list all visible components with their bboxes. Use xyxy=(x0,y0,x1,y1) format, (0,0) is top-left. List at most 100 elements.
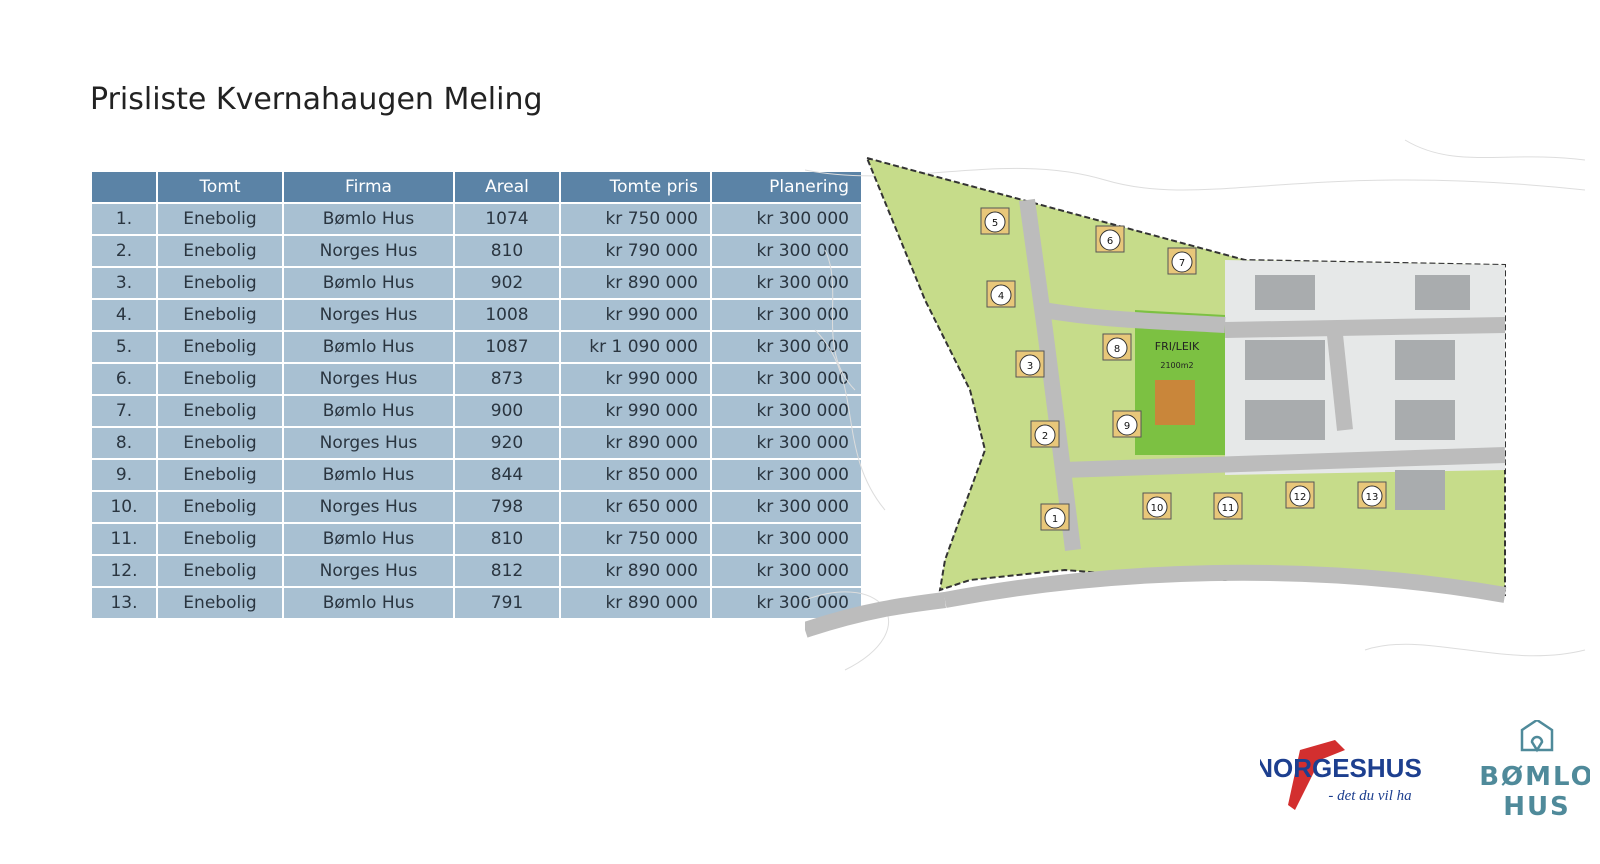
table-cell: kr 890 000 xyxy=(559,426,712,460)
table-cell: 5. xyxy=(90,330,158,364)
area-label: FRI/LEIK xyxy=(1155,340,1200,353)
topo-lines xyxy=(805,139,1586,671)
table-cell: kr 750 000 xyxy=(559,522,712,556)
table-row: 4. Enebolig Norges Hus 1008 kr 990 000 kr 300… xyxy=(90,298,863,332)
header-cell: Tomt xyxy=(156,170,284,204)
table-cell: kr 300 000 xyxy=(710,202,863,236)
lot-number: 2 xyxy=(1042,431,1048,442)
logos: NORGESHUS - det du vil ha BØMLO HUS xyxy=(1260,720,1590,822)
table-cell: 9. xyxy=(90,458,158,492)
table-row: 9. Enebolig Bømlo Hus 844 kr 850 000 kr 300 0… xyxy=(90,458,863,492)
table-cell: kr 300 000 xyxy=(710,458,863,492)
lot-number: 9 xyxy=(1124,421,1130,432)
lot-marker xyxy=(1289,485,1311,507)
table-cell: kr 300 000 xyxy=(710,362,863,396)
table-cell: Bømlo Hus xyxy=(282,202,455,236)
table-cell: Enebolig xyxy=(156,202,284,236)
table-cell: Bømlo Hus xyxy=(282,586,455,620)
table-cell: 1. xyxy=(90,202,158,236)
table-cell: 812 xyxy=(453,554,561,588)
table-cell: Enebolig xyxy=(156,330,284,364)
bomlo-logo-line1: BØMLO xyxy=(1479,762,1590,792)
norgeshus-logo: NORGESHUS xyxy=(1260,753,1422,783)
table-cell: Bømlo Hus xyxy=(282,266,455,300)
table-cell: kr 890 000 xyxy=(559,266,712,300)
table-cell: 13. xyxy=(90,586,158,620)
table-cell: 8. xyxy=(90,426,158,460)
table-cell: kr 300 000 xyxy=(710,266,863,300)
table-cell: 10. xyxy=(90,490,158,524)
table-row: 8. Enebolig Norges Hus 920 kr 890 000 kr 300 … xyxy=(90,426,863,460)
table-cell: 920 xyxy=(453,426,561,460)
lot-number: 1 xyxy=(1052,514,1058,525)
table-cell: Bømlo Hus xyxy=(282,522,455,556)
table-cell: kr 1 090 000 xyxy=(559,330,712,364)
table-cell: kr 990 000 xyxy=(559,298,712,332)
table-cell: kr 750 000 xyxy=(559,202,712,236)
table-cell: 6. xyxy=(90,362,158,396)
lot-number: 13 xyxy=(1366,492,1379,503)
table-cell: 11. xyxy=(90,522,158,556)
table-cell: kr 850 000 xyxy=(559,458,712,492)
norgeshus-tagline: - det du vil ha xyxy=(1328,788,1411,804)
table-cell: kr 650 000 xyxy=(559,490,712,524)
lot-marker xyxy=(1106,337,1128,359)
lot-number: 5 xyxy=(992,218,998,229)
table-cell: Enebolig xyxy=(156,490,284,524)
lot-number: 12 xyxy=(1294,492,1307,503)
table-cell: kr 300 000 xyxy=(710,426,863,460)
table-cell: kr 890 000 xyxy=(559,586,712,620)
table-cell: 900 xyxy=(453,394,561,428)
table-cell: 791 xyxy=(453,586,561,620)
table-cell: Enebolig xyxy=(156,234,284,268)
table-row: 2. Enebolig Norges Hus 810 kr 790 000 kr 300 … xyxy=(90,234,863,268)
table-row: 10. Enebolig Norges Hus 798 kr 650 000 kr 300… xyxy=(90,490,863,524)
table-cell: 7. xyxy=(90,394,158,428)
lot-marker xyxy=(990,284,1012,306)
header-cell: Areal xyxy=(453,170,561,204)
table-cell: Norges Hus xyxy=(282,234,455,268)
lot-marker xyxy=(1361,485,1383,507)
lot-marker xyxy=(1116,414,1138,436)
table-cell: Bømlo Hus xyxy=(282,330,455,364)
lot-marker xyxy=(1171,251,1193,273)
table-row: 13. Enebolig Bømlo Hus 791 kr 890 000 kr 300 … xyxy=(90,586,863,620)
table-cell: kr 300 000 xyxy=(710,234,863,268)
table-row: 11. Enebolig Bømlo Hus 810 kr 750 000 kr 300 … xyxy=(90,522,863,556)
lot-number: 7 xyxy=(1179,258,1185,269)
table-cell: Enebolig xyxy=(156,458,284,492)
table-row: 1. Enebolig Bømlo Hus 1074 kr 750 000 kr 300 … xyxy=(90,202,863,236)
table-cell: Norges Hus xyxy=(282,490,455,524)
table-cell: Enebolig xyxy=(156,522,284,556)
table-cell: kr 790 000 xyxy=(559,234,712,268)
table-row: 5. Enebolig Bømlo Hus 1087 kr 1 090 000 kr 30… xyxy=(90,330,863,364)
lot-marker xyxy=(1034,424,1056,446)
playground xyxy=(1155,380,1195,425)
existing-houses xyxy=(1245,275,1470,510)
table-cell: Norges Hus xyxy=(282,362,455,396)
header-cell: Tomte pris xyxy=(559,170,712,204)
table-cell: 1008 xyxy=(453,298,561,332)
table-cell: 3. xyxy=(90,266,158,300)
table-cell: 798 xyxy=(453,490,561,524)
table-cell: 4. xyxy=(90,298,158,332)
table-cell: 1074 xyxy=(453,202,561,236)
lot-number: 10 xyxy=(1151,503,1164,514)
table-cell: kr 300 000 xyxy=(710,490,863,524)
lot-marker xyxy=(1044,507,1066,529)
table-cell: Enebolig xyxy=(156,394,284,428)
lot-marker xyxy=(1099,229,1121,251)
table-cell: Enebolig xyxy=(156,586,284,620)
table-cell: kr 300 000 xyxy=(710,554,863,588)
lot-number: 4 xyxy=(998,291,1004,302)
lot-number: 8 xyxy=(1114,344,1120,355)
table-cell: Enebolig xyxy=(156,554,284,588)
table-cell: 1087 xyxy=(453,330,561,364)
price-table: Tomt Firma Areal Tomte pris Planering 1. Eneb… xyxy=(90,170,863,620)
table-row: 3. Enebolig Bømlo Hus 902 kr 890 000 kr 300 0… xyxy=(90,266,863,300)
table-cell: Enebolig xyxy=(156,298,284,332)
table-cell: Bømlo Hus xyxy=(282,458,455,492)
header-cell xyxy=(90,170,158,204)
